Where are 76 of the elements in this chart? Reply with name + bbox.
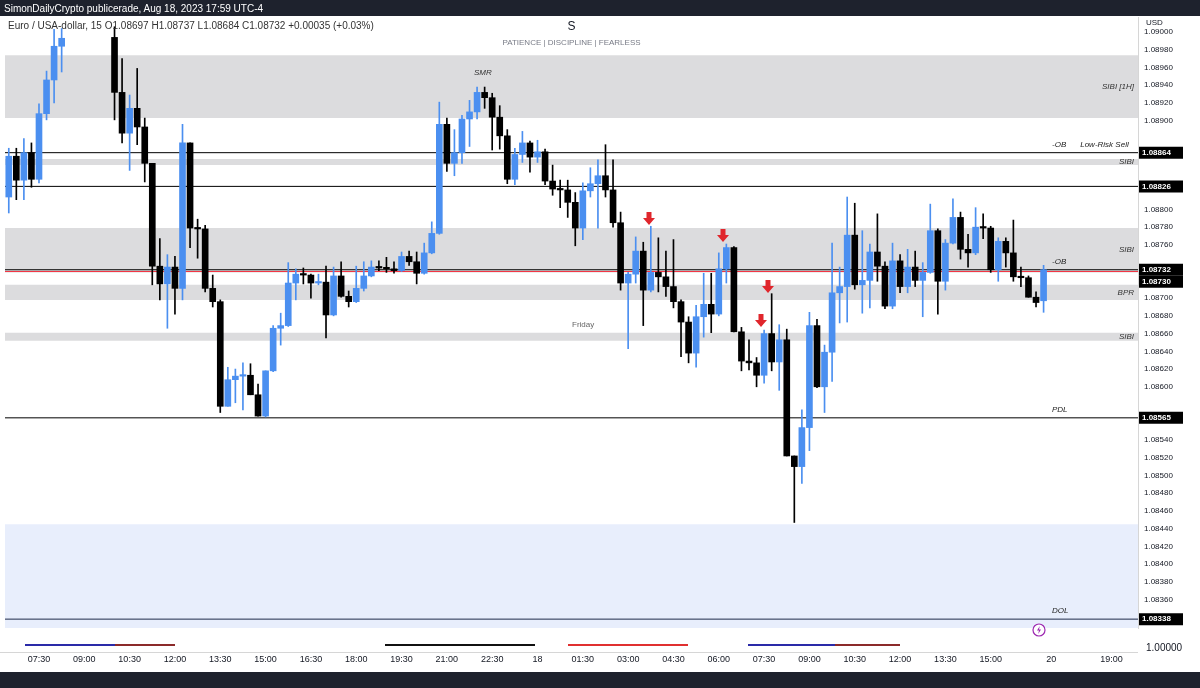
- y-tick-label: 1.08480: [1144, 488, 1174, 498]
- candlestick: [133, 68, 141, 146]
- x-tick-label: 07:30: [752, 653, 776, 664]
- y-tick-label: 1.08980: [1144, 45, 1174, 55]
- ref-line-label: 1.08732: [1142, 264, 1172, 274]
- annotation: -OB: [1052, 256, 1067, 266]
- x-tick-label: 15:00: [254, 653, 277, 664]
- x-tick-label: 06:00: [707, 653, 731, 664]
- x-tick-label: 12:00: [163, 653, 187, 664]
- x-tick-label: 19:30: [390, 653, 413, 664]
- y-tick-label: 1.08920: [1144, 98, 1174, 108]
- x-tick-label: 01:30: [571, 653, 595, 664]
- text: SimonDailyCrypto publicerade, Aug 18, 2023 17:59 UTC-4: [4, 3, 264, 14]
- annotation: Friday: [572, 320, 595, 329]
- annotation: Low-Risk Sell: [1080, 139, 1129, 149]
- y-tick-label: 1.08640: [1144, 346, 1174, 356]
- y-tick-label: 1.08520: [1144, 452, 1174, 462]
- text: PATIENCE | DISCIPLINE | FEARLESS: [502, 38, 641, 48]
- y-tick-label: 1.08760: [1144, 240, 1174, 250]
- x-tick-label: 09:00: [798, 653, 821, 664]
- x-tick-label: 09:00: [73, 653, 96, 664]
- x-tick-label: 13:30: [209, 653, 232, 664]
- y-tick-label: 1.08900: [1144, 115, 1174, 125]
- y-tick-label: 1.08660: [1144, 328, 1174, 338]
- x-tick-label: 12:00: [888, 653, 912, 664]
- band-label: SIBI: [1118, 331, 1135, 341]
- band-label: SIBI: [1118, 245, 1135, 255]
- band-label: SIBI: [1118, 157, 1135, 167]
- y-tick-label: 1.08620: [1144, 364, 1174, 374]
- chart-title: S: [567, 19, 576, 34]
- y-tick-label: 1.08960: [1144, 62, 1174, 72]
- y-tick-label: 1.08420: [1144, 541, 1174, 551]
- y-tick-label: 1.08940: [1144, 80, 1174, 90]
- x-tick-label: 19:00: [1100, 653, 1123, 664]
- x-tick-label: 13:30: [934, 653, 957, 664]
- band-label: BPR: [1117, 287, 1135, 297]
- y-tick-label: 1.08680: [1144, 311, 1174, 321]
- band-label: SIBI [1H]: [1101, 81, 1135, 91]
- y-tick-label: 1.08700: [1144, 293, 1174, 303]
- x-tick-label: 18:00: [344, 653, 368, 664]
- ref-line-label: 1.08338: [1142, 614, 1172, 624]
- x-tick-label: 18: [532, 653, 543, 664]
- annotation: DOL: [1052, 606, 1069, 616]
- x-tick-label: 16:30: [299, 653, 323, 664]
- x-tick-label: 22:30: [480, 653, 504, 664]
- ref-line-label: 1.08864: [1142, 147, 1172, 157]
- x-tick-label: 10:30: [843, 653, 867, 664]
- y-tick-label: 1.08800: [1144, 204, 1174, 214]
- annotation: -OB: [1052, 139, 1067, 149]
- annotation: Euro / USA-dollar, 15 O1.08697 H1.08737 L1.08684 C1.08732 +0.00035 (+0.03%): [8, 20, 374, 31]
- x-tick-label: 21:00: [435, 653, 459, 664]
- y-tick-label: 1.08460: [1144, 506, 1174, 516]
- y-tick-label: 1.08360: [1144, 594, 1174, 604]
- y-tick-label: 1.08600: [1144, 382, 1174, 391]
- ref-line-label: 1.08565: [1142, 413, 1172, 423]
- ref-line-label: 1.08826: [1142, 181, 1172, 191]
- candlestick: [707, 272, 715, 334]
- x-tick-label: 20: [1046, 653, 1057, 664]
- y-tick-label: 1.08380: [1144, 577, 1174, 587]
- ref-line-label: 1.08730: [1142, 276, 1172, 286]
- annotation: SMR: [474, 68, 492, 77]
- text: 1.00000: [1146, 642, 1183, 653]
- x-tick-label: 07:30: [27, 653, 51, 664]
- x-tick-label: 10:30: [118, 653, 141, 664]
- y-axis-title: USD: [1146, 18, 1164, 28]
- y-tick-label: 1.08400: [1144, 559, 1174, 569]
- x-tick-label: 04:30: [662, 653, 685, 664]
- y-tick-label: 1.08440: [1144, 523, 1174, 533]
- y-tick-label: 1.08540: [1144, 435, 1174, 445]
- x-tick-label: 03:00: [616, 653, 640, 664]
- y-tick-label: 1.08780: [1144, 222, 1174, 232]
- candlestick: [790, 455, 798, 523]
- annotation: PDL: [1052, 405, 1068, 415]
- y-tick-label: 1.09000: [1144, 27, 1174, 37]
- y-tick-label: 1.08500: [1144, 470, 1174, 480]
- x-tick-label: 15:00: [979, 653, 1002, 664]
